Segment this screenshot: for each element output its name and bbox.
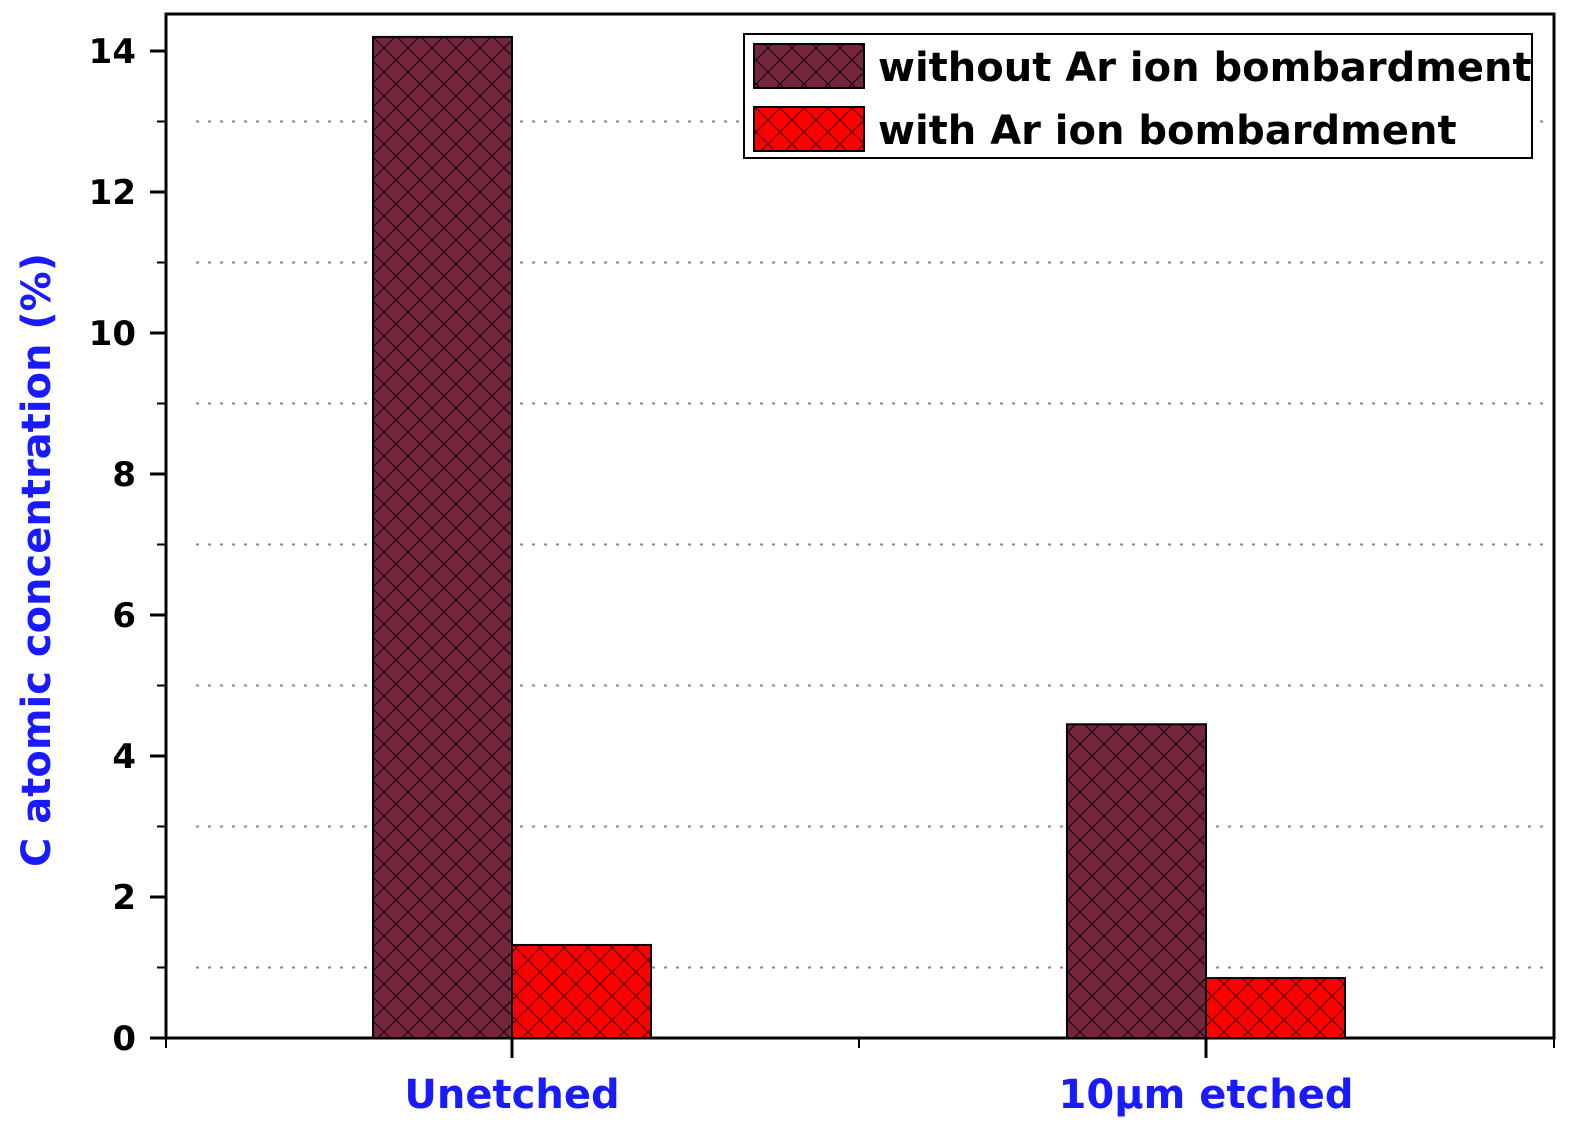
legend: without Ar ion bombardment with Ar ion b… [743, 33, 1533, 159]
y-tick-label: 4 [112, 737, 136, 777]
legend-swatch-with-ar [753, 106, 865, 152]
bar-with-ar-unetched [511, 943, 652, 1039]
legend-label-with-ar: with Ar ion bombardment [878, 108, 1457, 154]
bar-without-ar-unetched [372, 35, 513, 1039]
y-tick-label: 10 [89, 314, 136, 354]
bar-without-ar-etched [1066, 723, 1207, 1040]
legend-label-without-ar: without Ar ion bombardment [878, 45, 1532, 91]
y-tick-label: 14 [89, 32, 136, 72]
x-category-label: 10µm etched [1059, 1072, 1354, 1118]
axes: 0 2 4 6 8 10 12 14 Unetched 10µm etched [89, 32, 1555, 1118]
x-category-label: Unetched [404, 1072, 619, 1118]
legend-swatch-without-ar [753, 43, 865, 89]
y-tick-label: 2 [112, 878, 136, 918]
legend-frame [743, 33, 1533, 159]
y-tick-label: 12 [89, 173, 136, 213]
y-tick-label: 6 [112, 596, 136, 636]
bar-with-ar-etched [1205, 977, 1346, 1040]
bars [372, 35, 1346, 1040]
y-tick-label: 0 [112, 1019, 136, 1059]
y-axis-title: C atomic concentration (%) [14, 253, 60, 867]
y-tick-label: 8 [112, 455, 136, 495]
